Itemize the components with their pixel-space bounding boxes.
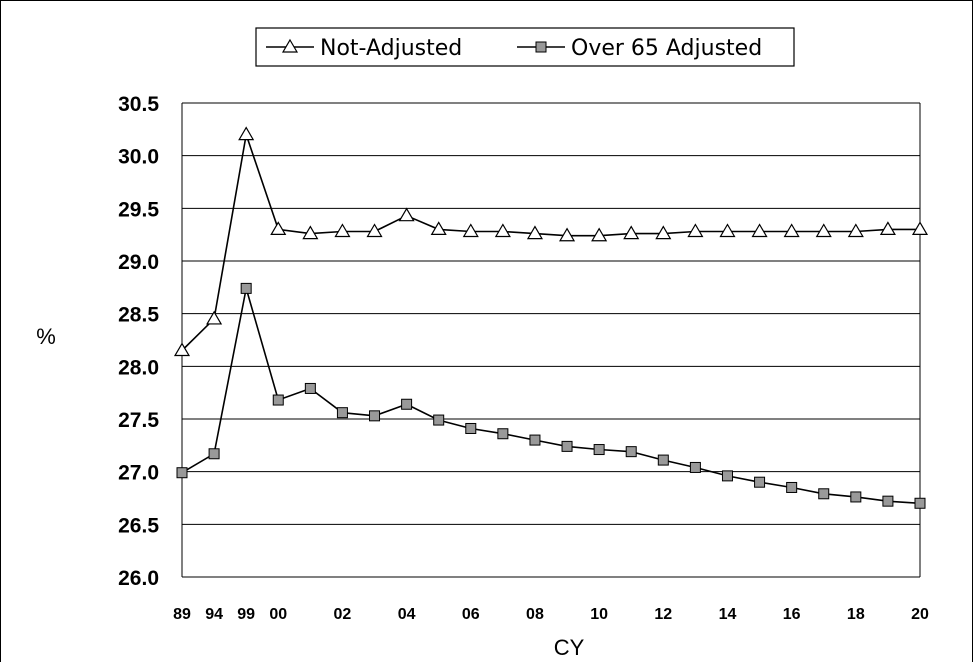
series bbox=[173, 126, 929, 509]
y-tick-label: 28.5 bbox=[118, 304, 159, 327]
data-point-not-adjusted bbox=[173, 342, 191, 357]
data-point-over-65-adjusted bbox=[401, 398, 413, 410]
data-point-not-adjusted bbox=[719, 223, 736, 238]
data-point-not-adjusted bbox=[206, 310, 223, 325]
data-point-over-65-adjusted bbox=[176, 467, 188, 479]
data-point-over-65-adjusted bbox=[593, 444, 605, 456]
legend-marker-square bbox=[535, 41, 547, 53]
y-tick-label: 30.5 bbox=[118, 93, 159, 116]
data-point-over-65-adjusted bbox=[914, 497, 926, 509]
x-tick-label: 89 bbox=[173, 606, 191, 623]
series-line-over-65-adjusted bbox=[181, 288, 921, 505]
data-point-not-adjusted bbox=[687, 223, 704, 238]
data-point-over-65-adjusted bbox=[721, 470, 733, 482]
x-tick-label: 00 bbox=[269, 606, 287, 623]
data-point-over-65-adjusted bbox=[786, 481, 798, 493]
axes bbox=[181, 103, 921, 578]
legend-marker-triangle bbox=[281, 38, 299, 53]
data-point-not-adjusted bbox=[558, 227, 576, 242]
y-tick-label: 30.0 bbox=[118, 146, 159, 169]
data-point-over-65-adjusted bbox=[272, 394, 284, 406]
data-point-over-65-adjusted bbox=[818, 488, 830, 500]
data-point-not-adjusted bbox=[655, 225, 672, 240]
data-point-not-adjusted bbox=[270, 221, 287, 235]
data-point-not-adjusted bbox=[366, 223, 383, 238]
gridlines bbox=[182, 102, 920, 525]
data-point-not-adjusted bbox=[815, 223, 832, 238]
data-point-not-adjusted bbox=[879, 221, 896, 235]
x-tick-label: 02 bbox=[334, 606, 352, 623]
y-tick-label: 26.5 bbox=[118, 514, 159, 537]
data-point-not-adjusted bbox=[911, 221, 929, 235]
series-line-not-adjusted bbox=[181, 134, 920, 352]
data-point-not-adjusted bbox=[430, 221, 447, 235]
x-tick-label: 94 bbox=[205, 606, 223, 623]
x-tick-label: 10 bbox=[590, 606, 608, 623]
data-point-over-65-adjusted bbox=[369, 410, 381, 422]
x-tick-label: 16 bbox=[783, 606, 801, 623]
data-point-over-65-adjusted bbox=[882, 495, 894, 507]
data-point-not-adjusted bbox=[751, 223, 768, 238]
data-point-over-65-adjusted bbox=[304, 382, 316, 394]
data-point-over-65-adjusted bbox=[497, 428, 509, 440]
data-point-over-65-adjusted bbox=[625, 446, 637, 458]
x-tick-label: 12 bbox=[654, 606, 672, 623]
x-axis-title: CY bbox=[554, 635, 585, 660]
x-tick-label: 14 bbox=[719, 606, 737, 623]
x-tick-label: 06 bbox=[462, 606, 480, 623]
legend-label-over-65-adjusted: Over 65 Adjusted bbox=[571, 36, 762, 61]
x-tick-label: 04 bbox=[398, 606, 416, 623]
data-point-over-65-adjusted bbox=[561, 440, 573, 452]
x-tick-label: 99 bbox=[237, 606, 255, 623]
legend: Not-Adjusted Over 65 Adjusted bbox=[255, 27, 795, 67]
data-point-not-adjusted bbox=[334, 223, 351, 238]
y-tick-label: 29.0 bbox=[118, 251, 159, 274]
data-point-over-65-adjusted bbox=[657, 454, 669, 466]
data-point-not-adjusted bbox=[302, 225, 319, 240]
data-point-not-adjusted bbox=[783, 223, 800, 238]
data-point-over-65-adjusted bbox=[529, 434, 541, 446]
data-point-not-adjusted bbox=[847, 223, 864, 238]
y-tick-label: 29.5 bbox=[118, 198, 159, 221]
data-point-over-65-adjusted bbox=[433, 414, 445, 426]
x-tick-label: 20 bbox=[911, 606, 929, 623]
data-point-over-65-adjusted bbox=[754, 476, 766, 488]
x-tick-label: 08 bbox=[526, 606, 544, 623]
y-axis-title: % bbox=[36, 324, 56, 349]
y-tick-label: 28.0 bbox=[118, 356, 159, 379]
data-point-not-adjusted bbox=[623, 225, 640, 240]
x-tick-labels: 89 94 99 00 02 04 06 08 10 12 14 16 18 20 bbox=[173, 606, 929, 623]
data-point-over-65-adjusted bbox=[208, 448, 220, 460]
data-point-over-65-adjusted bbox=[850, 491, 862, 503]
data-point-not-adjusted bbox=[238, 126, 255, 141]
legend-label-not-adjusted: Not-Adjusted bbox=[320, 36, 462, 61]
data-point-over-65-adjusted bbox=[240, 282, 252, 294]
x-tick-label: 18 bbox=[847, 606, 865, 623]
data-point-over-65-adjusted bbox=[689, 461, 701, 473]
y-tick-label: 26.0 bbox=[118, 567, 159, 590]
y-tick-label: 27.5 bbox=[118, 409, 159, 432]
y-tick-label: 27.0 bbox=[118, 462, 159, 485]
data-point-not-adjusted bbox=[462, 223, 479, 238]
data-point-over-65-adjusted bbox=[465, 422, 477, 434]
data-point-not-adjusted bbox=[398, 207, 415, 222]
data-point-not-adjusted bbox=[591, 227, 608, 242]
data-point-not-adjusted bbox=[526, 225, 544, 240]
data-point-not-adjusted bbox=[494, 223, 511, 238]
data-point-over-65-adjusted bbox=[336, 407, 348, 419]
y-tick-labels: 30.5 30.0 29.5 29.0 28.5 28.0 27.5 27.0 26.5 26.0 bbox=[118, 93, 159, 590]
